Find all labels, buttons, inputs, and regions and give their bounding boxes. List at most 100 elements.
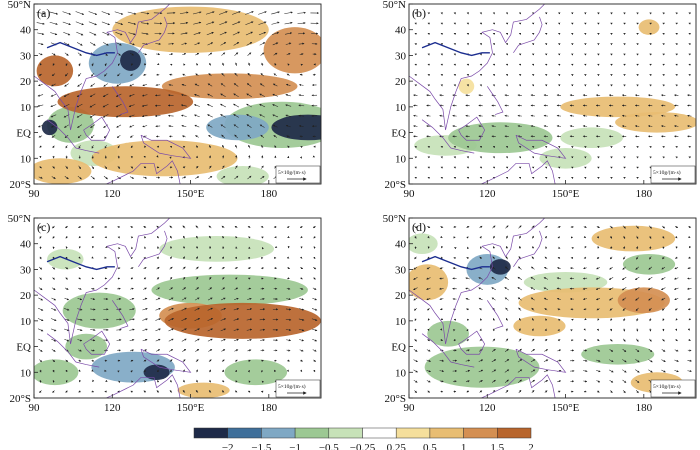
flux-vector (64, 73, 69, 77)
flux-vector (413, 135, 418, 138)
anomaly-region (591, 225, 676, 252)
flux-vector (584, 12, 587, 15)
flux-vector (78, 359, 82, 362)
coastline (421, 119, 452, 149)
flux-vector (76, 31, 84, 36)
flux-vector (584, 84, 587, 87)
flux-vector (582, 104, 588, 107)
x-tick-label: 150°E (552, 402, 580, 414)
flux-vector (571, 43, 574, 46)
flux-vector (78, 267, 82, 270)
flux-vector (141, 94, 148, 97)
flux-vector (636, 156, 639, 159)
flux-vector (414, 43, 417, 46)
flux-vector (64, 52, 69, 56)
reference-vector: 5×10g/(m·s) (650, 379, 696, 398)
colorbar-label: −0.5 (319, 442, 339, 450)
flux-vector (156, 369, 159, 373)
flux-vector (662, 84, 665, 87)
flux-vector (621, 125, 627, 128)
flux-vector (649, 84, 652, 87)
y-tick-label: 10 (20, 153, 32, 165)
anomaly-region (513, 315, 566, 337)
flux-vector (440, 53, 444, 56)
flux-vector (130, 166, 134, 169)
anomaly-region (65, 333, 108, 360)
flux-vector (414, 156, 417, 159)
flux-vector (479, 166, 483, 169)
flux-vector (271, 31, 280, 35)
flux-vector (221, 72, 225, 77)
flux-vector (623, 156, 626, 159)
flux-vector (208, 165, 212, 169)
flux-vector (595, 125, 601, 128)
flux-vector (65, 380, 68, 383)
flux-vector (103, 124, 109, 128)
flux-vector (104, 145, 107, 149)
panel-tag: (a) (37, 6, 50, 20)
flux-vector (143, 145, 147, 148)
flux-vector (427, 63, 431, 66)
flux-vector (180, 114, 187, 117)
flux-vector (114, 11, 124, 15)
anomaly-region (36, 55, 74, 87)
colorbar-label: 1.5 (490, 442, 504, 450)
flux-vector (206, 21, 215, 25)
colorbar-label: −2 (222, 442, 234, 450)
flux-vector (284, 21, 293, 25)
flux-vector (235, 144, 238, 149)
colorbar-label: 0.25 (387, 442, 407, 450)
x-tick-label: 90 (29, 188, 41, 200)
flux-vector (130, 267, 134, 270)
flux-vector (143, 359, 147, 362)
flux-vector (688, 22, 691, 25)
flux-vector (258, 11, 267, 15)
flux-vector (129, 308, 135, 311)
colorbar-swatch (328, 427, 363, 439)
flux-vector (75, 21, 84, 26)
flux-vector (195, 135, 199, 138)
flux-vector (530, 114, 535, 117)
flux-vector (505, 32, 509, 36)
flux-vector (479, 156, 483, 159)
colorbar-swatch (463, 427, 498, 439)
flux-vector (130, 257, 133, 260)
flux-vector (413, 125, 418, 128)
flux-vector (558, 146, 561, 149)
flux-vector (544, 74, 548, 77)
flux-vector (248, 144, 251, 149)
flux-vector (116, 176, 121, 180)
flux-vector (208, 176, 213, 180)
flux-vector (571, 22, 574, 25)
x-tick-label: 90 (404, 188, 416, 200)
flux-vector (271, 21, 280, 25)
flux-vector (91, 165, 94, 170)
flux-vector (597, 74, 600, 77)
flux-vector (103, 175, 108, 180)
flux-vector (439, 125, 444, 128)
flux-vector (427, 74, 431, 77)
flux-vector (660, 104, 666, 107)
flux-vector (90, 339, 96, 342)
flux-vector (246, 83, 252, 87)
flux-vector (129, 318, 135, 321)
flux-vector (636, 166, 639, 169)
flux-vector (260, 175, 265, 180)
flux-vector (38, 53, 43, 56)
flux-vector (39, 266, 43, 270)
flux-vector (558, 12, 561, 15)
flux-vector (556, 94, 562, 97)
flux-vector (142, 328, 148, 331)
flux-vector (584, 43, 587, 46)
flux-vector (272, 42, 279, 46)
flux-vector (65, 267, 69, 270)
flux-vector (688, 63, 691, 66)
flux-vector (39, 166, 42, 169)
flux-vector (530, 104, 535, 107)
flux-vector (584, 146, 587, 149)
anomaly-region (161, 73, 298, 100)
flux-vector (518, 63, 522, 66)
flux-vector (505, 43, 509, 46)
flux-vector (660, 94, 666, 97)
flux-vector (220, 93, 226, 97)
